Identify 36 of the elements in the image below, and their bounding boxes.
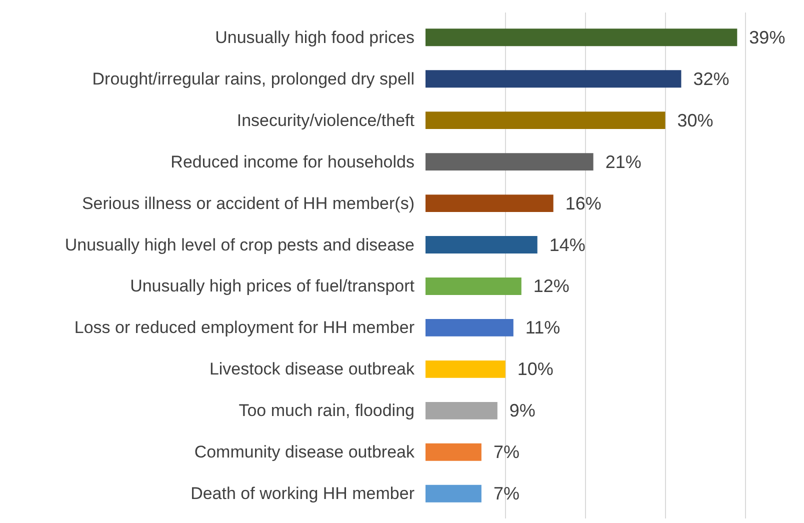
y-tick-label: Community disease outbreak xyxy=(194,442,415,462)
data-label: 30% xyxy=(677,110,714,130)
bar xyxy=(426,112,666,130)
bar xyxy=(426,360,506,378)
data-label: 7% xyxy=(493,484,520,504)
data-label: 9% xyxy=(509,400,536,421)
data-label: 11% xyxy=(525,318,560,338)
data-label: 16% xyxy=(565,193,602,214)
bar xyxy=(426,319,514,336)
y-tick-label: Unusually high food prices xyxy=(215,28,415,47)
y-tick-label: Insecurity/violence/theft xyxy=(236,110,415,130)
data-label: 12% xyxy=(533,276,570,296)
bar xyxy=(426,28,738,46)
data-label: 21% xyxy=(605,152,642,172)
data-label: 7% xyxy=(493,442,520,462)
data-label: 39% xyxy=(749,27,786,48)
y-tick-label: Death of working HH member xyxy=(190,484,415,504)
bar xyxy=(426,484,482,502)
data-label: 14% xyxy=(549,234,586,255)
data-label: 32% xyxy=(693,68,730,89)
bar xyxy=(426,443,482,461)
y-tick-label: Loss or reduced employment for HH member xyxy=(74,318,415,338)
bar xyxy=(426,70,682,88)
bar xyxy=(426,153,594,171)
y-tick-label: Unusually high prices of fuel/transport xyxy=(130,276,415,296)
data-label: 10% xyxy=(517,359,554,380)
bar xyxy=(426,278,522,295)
y-tick-label: Serious illness or accident of HH member(s) xyxy=(82,194,415,213)
y-tick-label: Drought/irregular rains, prolonged dry spell xyxy=(92,69,415,88)
y-tick-label: Reduced income for households xyxy=(170,152,415,172)
y-tick-label: Livestock disease outbreak xyxy=(209,360,415,379)
bar xyxy=(426,236,538,254)
bar xyxy=(426,402,498,420)
y-tick-label: Unusually high level of crop pests and disease xyxy=(64,235,414,254)
y-tick-label: Too much rain, flooding xyxy=(238,401,415,420)
bar xyxy=(426,194,554,212)
